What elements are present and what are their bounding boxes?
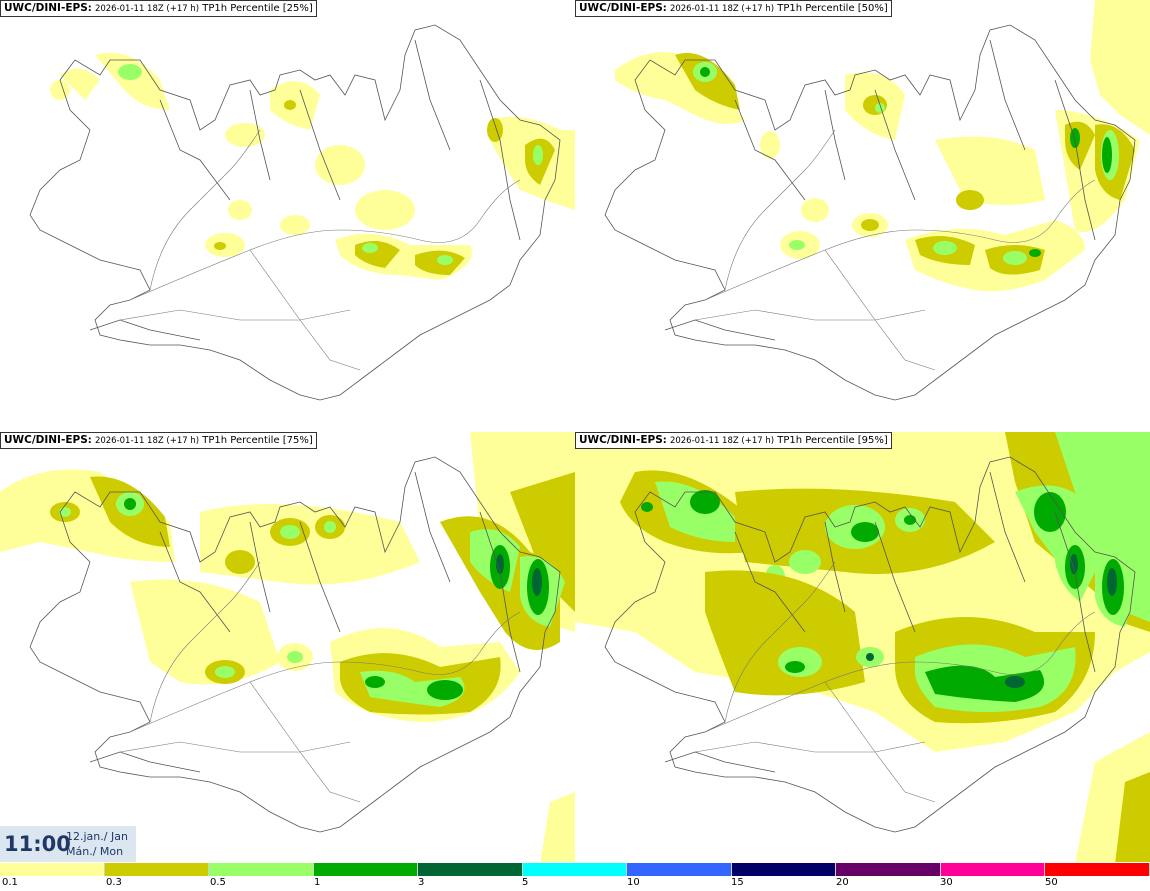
coastline-p75 — [29, 456, 561, 833]
precip-map-p95 — [575, 432, 1150, 864]
legend-swatch — [0, 863, 105, 876]
run-time: 2026-01-11 18Z (+17 h) — [94, 4, 200, 14]
roads-p25 — [119, 129, 521, 371]
model-name: UWC/DINI-EPS — [579, 434, 663, 446]
panel-title: UWC/DINI-EPS: 2026-01-11 18Z (+17 h) TP1… — [575, 432, 892, 449]
legend-swatch — [522, 863, 628, 876]
legend-tick: 0.5 — [210, 877, 226, 888]
panel-title: UWC/DINI-EPS: 2026-01-11 18Z (+17 h) TP1… — [0, 0, 317, 17]
legend-swatch — [1045, 863, 1150, 876]
coastline-p95 — [604, 456, 1136, 833]
valid-date: 12.jan./ Jan — [66, 830, 128, 843]
legend-swatch — [209, 863, 314, 876]
map-panel-p50: UWC/DINI-EPS: 2026-01-11 18Z (+17 h) TP1… — [575, 0, 1150, 432]
run-time: 2026-01-11 18Z (+17 h) — [94, 436, 200, 446]
parameter-label: TP1h Percentile [75%] — [202, 435, 313, 446]
legend-tick: 1 — [314, 877, 321, 888]
legend-swatch — [940, 863, 1046, 876]
legend-tick: 0.1 — [2, 877, 18, 888]
legend-tick: 0.3 — [106, 877, 122, 888]
panel-title: UWC/DINI-EPS: 2026-01-11 18Z (+17 h) TP1… — [575, 0, 892, 17]
legend-tick: 50 — [1045, 877, 1058, 888]
roads-p50 — [694, 129, 1096, 371]
roads-p75 — [119, 561, 521, 803]
precip-map-p50 — [604, 0, 1150, 401]
legend-tick: 20 — [836, 877, 849, 888]
legend-tick: 5 — [522, 877, 529, 888]
valid-weekday: Mán./ Mon — [66, 845, 124, 858]
precip-legend: 0.1 0.3 0.5 1 3 5 10 15 20 30 50 — [0, 862, 1150, 891]
precip-field-p25 — [50, 52, 575, 280]
coastline-p25 — [29, 24, 561, 401]
map-panel-p75: UWC/DINI-EPS: 2026-01-11 18Z (+17 h) TP1… — [0, 432, 575, 864]
map-panel-p25: UWC/DINI-EPS: 2026-01-11 18Z (+17 h) TP1… — [0, 0, 575, 432]
roads-p95 — [694, 561, 1096, 803]
precip-map-p25 — [29, 24, 575, 401]
model-name: UWC/DINI-EPS — [4, 2, 88, 14]
run-time: 2026-01-11 18Z (+17 h) — [669, 436, 775, 446]
legend-tick: 3 — [418, 877, 425, 888]
legend-swatch — [627, 863, 732, 876]
coastline-p50 — [604, 24, 1136, 401]
legend-swatch — [731, 863, 837, 876]
legend-tick: 30 — [940, 877, 953, 888]
legend-colorbar — [0, 863, 1150, 876]
precip-map-p75 — [0, 432, 575, 864]
parameter-label: TP1h Percentile [95%] — [777, 435, 888, 446]
precip-field-p75 — [0, 432, 575, 864]
parameter-label: TP1h Percentile [25%] — [202, 3, 313, 14]
model-name: UWC/DINI-EPS — [4, 434, 88, 446]
panel-title: UWC/DINI-EPS: 2026-01-11 18Z (+17 h) TP1… — [0, 432, 317, 449]
legend-swatch — [836, 863, 941, 876]
precip-field-p95 — [575, 432, 1150, 864]
model-name: UWC/DINI-EPS — [579, 2, 663, 14]
map-panel-p95: UWC/DINI-EPS: 2026-01-11 18Z (+17 h) TP1… — [575, 432, 1150, 864]
legend-tick: 10 — [627, 877, 640, 888]
run-time: 2026-01-11 18Z (+17 h) — [669, 4, 775, 14]
valid-time-box: 11:00 12.jan./ Jan Mán./ Mon — [0, 826, 136, 862]
legend-swatch — [104, 863, 210, 876]
parameter-label: TP1h Percentile [50%] — [777, 3, 888, 14]
valid-time: 11:00 — [4, 832, 71, 856]
legend-swatch — [418, 863, 523, 876]
precip-field-p50 — [615, 0, 1150, 292]
legend-swatch — [313, 863, 419, 876]
legend-tick: 15 — [731, 877, 744, 888]
